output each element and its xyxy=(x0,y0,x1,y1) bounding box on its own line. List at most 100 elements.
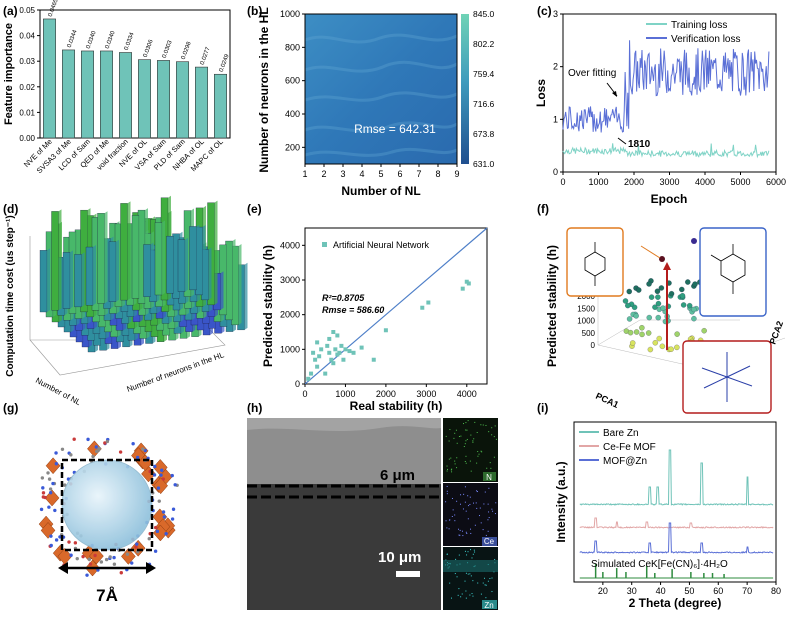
d-bar xyxy=(154,222,163,296)
heatmap-wave-3 xyxy=(304,91,458,102)
legend-training-label: Training loss xyxy=(671,20,727,31)
eds-dot xyxy=(493,436,495,438)
e-point xyxy=(426,300,431,305)
a-bar-value: 0.0249 xyxy=(219,53,231,73)
e-xtick-label: 3000 xyxy=(416,389,436,399)
eds-dot xyxy=(477,455,479,457)
eds-dot xyxy=(446,553,448,555)
thickness-label: 6 μm xyxy=(380,467,415,484)
e-ytick-label: 4000 xyxy=(280,240,300,250)
e-point xyxy=(323,371,328,376)
a-bar-value: 0.0340 xyxy=(105,30,117,50)
f-point xyxy=(691,315,697,322)
d-bar-side xyxy=(244,262,248,330)
eds-dot xyxy=(489,578,491,580)
panel-f-ylabel: PCA2 xyxy=(767,320,785,346)
eds-dot xyxy=(455,558,457,560)
panel-e-ylabel: Predicted stability (h) xyxy=(261,245,275,367)
f-point xyxy=(648,294,655,300)
panel-d-bars xyxy=(39,195,248,353)
simulated-label: Simulated CeK[Fe(CN)₆]·4H₂O xyxy=(591,559,728,570)
c-xtick-label: 5000 xyxy=(730,177,750,187)
f-point xyxy=(639,325,645,331)
g-atom xyxy=(40,476,45,480)
g-atom xyxy=(135,542,139,546)
a-bar xyxy=(138,59,151,139)
eds-dot xyxy=(460,596,462,598)
eds-dot xyxy=(447,468,449,470)
d-bar-side xyxy=(214,200,218,305)
eds-dot xyxy=(445,435,447,437)
eds-dot xyxy=(485,584,487,586)
f-point xyxy=(622,298,629,304)
eds-dot xyxy=(470,532,472,534)
scalebar-label: 10 μm xyxy=(378,549,421,566)
eds-dot xyxy=(446,485,448,487)
eds-dot xyxy=(485,534,487,536)
f-ztick-label: 0 xyxy=(591,341,596,350)
eds-dot xyxy=(469,594,471,596)
eds-dot xyxy=(454,573,456,575)
g-atom xyxy=(161,477,166,481)
g-atom xyxy=(41,486,45,490)
eds-dot xyxy=(483,503,485,505)
eds-dot xyxy=(463,446,465,448)
e-point xyxy=(306,376,311,381)
g-atom xyxy=(87,557,91,562)
b-ytick-label: 200 xyxy=(285,142,300,152)
g-atom xyxy=(125,552,130,556)
a-bar xyxy=(43,18,56,139)
e-ytick-label: 1000 xyxy=(280,344,300,354)
eds-dot xyxy=(472,580,474,582)
eds-dot xyxy=(469,528,471,530)
f-point xyxy=(656,335,662,342)
colorbar xyxy=(461,14,469,164)
e-xtick-label: 0 xyxy=(302,389,307,399)
i-xtick-label: 30 xyxy=(627,586,637,596)
g-atom xyxy=(54,462,59,466)
eds-dot xyxy=(494,513,496,515)
eds-dot xyxy=(445,520,447,522)
eds-dot xyxy=(477,582,479,584)
f-point xyxy=(652,340,658,346)
g-atom xyxy=(69,453,73,457)
eds-dot xyxy=(476,490,478,492)
a-bar xyxy=(62,49,75,139)
g-octahedron xyxy=(121,548,136,565)
eds-dot xyxy=(464,580,466,582)
eds-dot xyxy=(469,573,471,575)
panel-d-zlabel: Computation time cost (us step⁻¹) xyxy=(5,215,16,376)
pore-dashed-box xyxy=(60,458,154,552)
eds-dot xyxy=(485,424,487,426)
eds-dot xyxy=(465,462,467,464)
e-xtick-label: 4000 xyxy=(457,389,477,399)
eds-dot xyxy=(493,456,495,458)
eds-map-n xyxy=(443,418,498,482)
g-octahedron xyxy=(130,539,146,557)
eds-dot xyxy=(480,522,482,524)
f-point xyxy=(646,314,652,321)
d-bar-side xyxy=(93,245,96,306)
e-point xyxy=(325,343,330,348)
eds-dot xyxy=(448,528,450,530)
eds-dot xyxy=(473,549,475,551)
c-xtick-label: 3000 xyxy=(659,177,679,187)
eds-dot xyxy=(446,470,448,472)
f-point xyxy=(633,329,640,335)
panel-c-xticks: 0 1000 2000 3000 4000 5000 6000 xyxy=(560,172,786,187)
legend-mof-zn-label: MOF@Zn xyxy=(603,456,647,467)
a-bar-value: 0.0277 xyxy=(200,46,212,66)
d-bar xyxy=(120,203,128,301)
b-xtick-label: 7 xyxy=(416,169,421,179)
f-point xyxy=(633,313,639,319)
eds-dot xyxy=(464,550,466,552)
e-ytick-label: 2000 xyxy=(280,310,300,320)
eds-dot xyxy=(458,528,460,530)
e-point xyxy=(339,343,344,348)
inset-red-structure xyxy=(701,352,753,402)
panel-e-xlabel: Real stability (h) xyxy=(350,399,443,413)
a-bar-value: 0.0306 xyxy=(143,38,155,58)
inset-red-bond-3 xyxy=(701,367,728,378)
b-colorbar-label: 631.0 xyxy=(473,159,495,169)
d-bar xyxy=(97,213,105,304)
